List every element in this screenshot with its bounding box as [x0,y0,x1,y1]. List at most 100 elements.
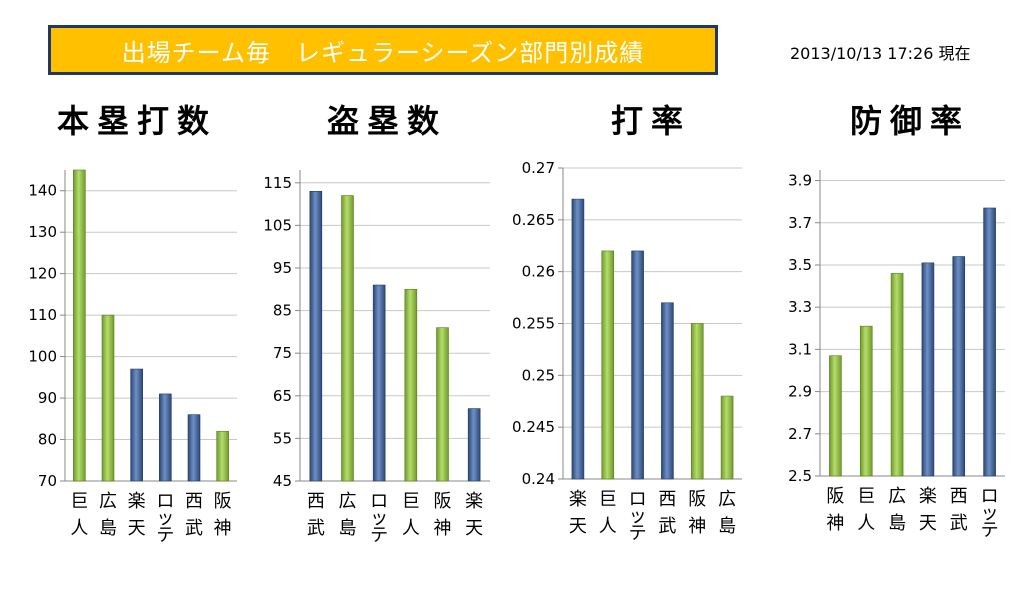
chart-title-batting-average: 打率 [611,102,692,140]
timestamp: 2013/10/13 17:26 現在 [790,44,971,63]
bar-era [829,355,842,477]
category-label: テ [156,525,174,546]
bar-home-runs [216,430,229,482]
category-label: 天 [465,518,483,539]
y-tick-label: 2.9 [788,383,812,401]
category-label: 楽 [128,491,146,512]
bar-batting-average [720,395,734,480]
category-label: 阪 [826,486,844,507]
bar-home-runs [73,169,86,482]
y-tick-label: 140 [28,182,57,200]
category-label: 島 [99,518,117,539]
category-label: 阪 [688,489,706,510]
category-label: テ [981,520,999,541]
report-title-banner: 出場チーム毎 レギュラーシーズン部門別成績 [48,25,718,75]
report-title: 出場チーム毎 レギュラーシーズン部門別成績 [121,38,645,67]
category-label: 楽 [919,486,937,507]
category-label: 巨 [70,491,88,512]
category-label: 阪 [214,491,232,512]
category-label: 巨 [599,489,617,510]
category-label: 西 [307,491,325,512]
y-tick-label: 0.27 [522,159,555,177]
bar-era [983,207,996,477]
y-tick-label: 90 [38,389,57,407]
bar-batting-average [601,250,615,480]
category-label: 広 [99,491,117,512]
y-tick-label: 65 [273,387,292,405]
category-label: テ [370,525,388,546]
bar-home-runs [187,414,201,482]
y-tick-label: 3.1 [788,340,812,358]
bar-stolen-bases [372,284,386,482]
category-label: 武 [950,513,968,534]
y-tick-label: 0.245 [512,418,555,436]
category-label: ロ [629,489,647,510]
y-tick-label: 3.7 [788,214,812,232]
bar-stolen-bases [341,195,354,482]
y-tick-label: 0.265 [512,211,555,229]
category-label: 島 [339,518,357,539]
bar-era [890,273,904,477]
category-label: ッ [981,503,999,524]
bar-batting-average [631,250,644,480]
bar-batting-average [571,198,585,480]
chart-title-stolen-bases: 盗塁数 [327,102,448,140]
bar-home-runs [101,314,115,482]
category-label: 武 [658,516,676,537]
y-tick-label: 105 [263,216,292,234]
category-label: 神 [688,516,706,537]
bar-era [859,325,873,477]
category-label: 島 [888,513,906,534]
category-label: ッ [370,508,388,529]
y-tick-label: 45 [273,472,292,490]
category-label: 人 [599,516,617,537]
category-label: 楽 [569,489,587,510]
category-label: 西 [185,491,203,512]
y-tick-label: 75 [273,344,292,362]
chart-title-home-runs: 本塁打数 [57,102,218,140]
bar-batting-average [690,323,704,480]
bar-home-runs [159,393,172,482]
category-label: 巨 [402,491,420,512]
y-tick-label: 3.3 [788,298,812,316]
bar-era [921,262,935,477]
y-tick-label: 115 [263,174,292,192]
y-tick-label: 95 [273,259,292,277]
chart-title-era: 防御率 [850,102,971,140]
category-label: ロ [156,491,174,512]
category-label: 広 [718,489,736,510]
y-tick-label: 0.24 [522,470,555,488]
category-label: 西 [658,489,676,510]
bar-home-runs [130,368,143,482]
y-tick-label: 0.25 [522,366,555,384]
category-label: 人 [857,513,875,534]
y-tick-label: 0.255 [512,315,555,333]
category-label: ッ [629,506,647,527]
y-tick-label: 130 [28,223,57,241]
y-tick-label: 0.26 [522,263,555,281]
bar-stolen-bases [436,327,449,482]
category-label: 神 [434,518,452,539]
category-label: 天 [569,516,587,537]
category-label: 武 [185,518,203,539]
category-label: 天 [919,513,937,534]
bar-stolen-bases [309,191,323,482]
category-label: 西 [950,486,968,507]
category-label: 楽 [465,491,483,512]
category-label: 広 [888,486,906,507]
category-label: 巨 [857,486,875,507]
category-label: 武 [307,518,325,539]
y-tick-label: 70 [38,472,57,490]
y-tick-label: 120 [28,265,57,283]
y-tick-label: 85 [273,302,292,320]
category-label: ロ [370,491,388,512]
category-label: 天 [128,518,146,539]
category-label: 広 [339,491,357,512]
category-label: ロ [981,486,999,507]
category-label: 阪 [434,491,452,512]
category-label: 神 [214,518,232,539]
y-tick-label: 55 [273,429,292,447]
y-tick-label: 110 [28,306,57,324]
y-tick-label: 3.5 [788,256,812,274]
